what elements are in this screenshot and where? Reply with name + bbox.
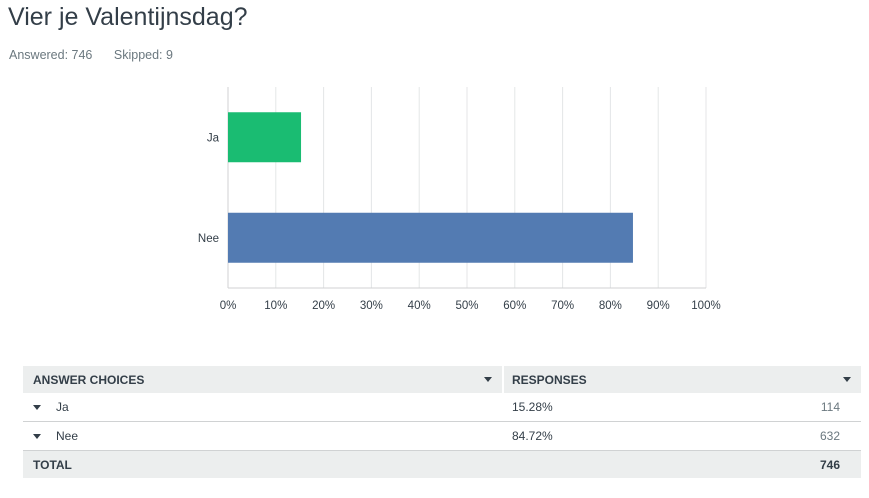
- x-tick-label: 80%: [599, 300, 622, 312]
- total-label: TOTAL: [33, 457, 72, 472]
- x-tick-label: 20%: [312, 300, 335, 312]
- row-choice: Ja: [56, 400, 69, 414]
- bar-chart: 0% 10% 20% 30% 40% 50% 60% 70% 80% 90% 100% Ja Nee: [198, 87, 721, 312]
- total-count: 746: [819, 457, 840, 472]
- expand-icon[interactable]: [33, 404, 41, 410]
- row-percent: 15.28%: [512, 400, 553, 414]
- table-total-row: TOTAL 746: [23, 451, 861, 478]
- question-title: Vier je Valentijnsdag?: [8, 3, 248, 31]
- x-tick-label: 70%: [551, 300, 574, 312]
- x-tick-label: 0%: [220, 300, 237, 312]
- answered-count: Answered: 746: [9, 48, 93, 62]
- x-tick-label: 60%: [503, 300, 526, 312]
- row-percent: 84.72%: [512, 429, 553, 443]
- x-tick-label: 30%: [360, 300, 383, 312]
- expand-icon[interactable]: [33, 433, 41, 439]
- bar-nee: [228, 212, 633, 263]
- answer-table: ANSWER CHOICES RESPONSES Ja 15.28% 114 N…: [23, 366, 861, 478]
- x-tick-label: 50%: [455, 300, 478, 312]
- x-tick-label: 100%: [691, 300, 720, 312]
- sort-responses-icon[interactable]: [843, 377, 851, 382]
- skipped-count: Skipped: 9: [113, 48, 173, 62]
- header-responses[interactable]: RESPONSES: [512, 372, 587, 387]
- sort-choices-icon[interactable]: [484, 377, 492, 382]
- header-answer-choices[interactable]: ANSWER CHOICES: [33, 372, 145, 387]
- row-count: 114: [820, 400, 840, 414]
- bar-ja: [228, 112, 302, 163]
- table-row[interactable]: Nee 84.72% 632: [23, 422, 861, 451]
- table-header: ANSWER CHOICES RESPONSES: [23, 366, 861, 393]
- x-tick-label: 90%: [647, 300, 670, 312]
- table-row[interactable]: Ja 15.28% 114: [23, 393, 861, 422]
- response-stats: Answered: 746 Skipped: 9: [9, 48, 191, 62]
- row-count: 632: [819, 429, 840, 443]
- row-choice: Nee: [56, 429, 79, 443]
- header-divider: [502, 366, 504, 393]
- x-tick-label: 10%: [264, 300, 287, 312]
- x-tick-label: 40%: [408, 300, 431, 312]
- y-category-label: Ja: [207, 132, 220, 144]
- y-category-label: Nee: [198, 233, 219, 245]
